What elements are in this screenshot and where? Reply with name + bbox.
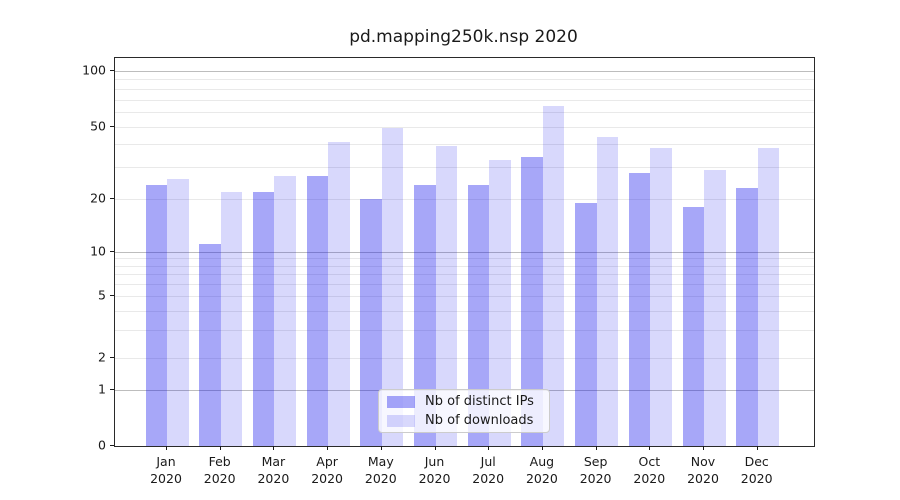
x-tick-mark [166, 446, 167, 450]
bar-distinct-ips-may [360, 199, 382, 446]
x-tick-mark [649, 446, 651, 450]
y-tick-mark [110, 70, 114, 71]
x-tick-label: May 2020 [364, 454, 397, 486]
bar-downloads-apr [328, 142, 350, 446]
legend: Nb of distinct IPs Nb of downloads [378, 389, 550, 433]
bar-distinct-ips-jul [467, 184, 490, 446]
x-tick-mark [219, 446, 221, 450]
bar-downloads-may [381, 128, 404, 446]
bar-downloads-nov [704, 169, 726, 446]
minor-gridline [115, 296, 814, 297]
x-tick-mark [756, 446, 758, 450]
bar-distinct-ips-aug [521, 157, 543, 446]
minor-gridline [115, 79, 814, 81]
minor-gridline [115, 357, 814, 359]
minor-gridline [115, 311, 814, 313]
x-tick-mark [541, 446, 543, 450]
bar-downloads-jul [489, 159, 511, 446]
x-tick-label: Aug 2020 [525, 454, 558, 486]
y-tick-mark [110, 445, 114, 446]
minor-gridline [115, 284, 814, 286]
minor-gridline [115, 265, 814, 267]
minor-gridline [115, 112, 814, 114]
bar-downloads-dec [757, 148, 780, 446]
x-tick-label: Feb 2020 [203, 454, 236, 486]
x-tick-label: Jan 2020 [150, 454, 182, 486]
minor-gridline [115, 167, 814, 169]
x-tick-mark [380, 446, 382, 450]
legend-swatch-downloads [387, 414, 415, 427]
x-tick-label: Jul 2020 [472, 454, 505, 486]
y-tick-label: 20 [90, 190, 106, 206]
y-tick-label: 1 [98, 381, 106, 397]
legend-swatch-distinct-ips [387, 395, 415, 408]
y-tick-mark [110, 198, 114, 200]
bar-distinct-ips-mar [252, 191, 275, 446]
bar-distinct-ips-oct [628, 172, 651, 446]
minor-gridline [115, 199, 814, 201]
legend-item-downloads: Nb of downloads [387, 413, 549, 428]
bar-downloads-feb [220, 191, 243, 446]
major-gridline [115, 71, 814, 72]
y-tick-label: 100 [82, 62, 106, 78]
minor-gridline [115, 126, 814, 128]
x-tick-mark [434, 446, 436, 450]
bar-downloads-oct [650, 148, 672, 446]
bar-distinct-ips-feb [199, 244, 221, 446]
y-tick-mark [110, 356, 114, 358]
y-tick-mark [110, 389, 114, 390]
minor-gridline [115, 144, 814, 146]
bar-distinct-ips-apr [306, 175, 329, 446]
y-tick-label: 50 [90, 118, 106, 134]
legend-item-distinct-ips: Nb of distinct IPs [387, 394, 549, 409]
bar-distinct-ips-jun [414, 184, 436, 446]
x-tick-label: Dec 2020 [740, 454, 773, 486]
legend-label-downloads: Nb of downloads [425, 413, 534, 428]
x-tick-mark [327, 446, 329, 450]
bar-distinct-ips-jan [145, 184, 167, 446]
y-tick-label: 2 [98, 349, 106, 365]
bar-distinct-ips-nov [682, 207, 704, 446]
bar-distinct-ips-dec [736, 188, 758, 446]
bar-downloads-sep [596, 136, 619, 446]
minor-gridline [115, 258, 814, 260]
chart-title: pd.mapping250k.nsp 2020 [349, 27, 578, 47]
bar-distinct-ips-sep [575, 203, 597, 446]
x-tick-label: Nov 2020 [687, 454, 719, 486]
x-tick-label: Jun 2020 [418, 454, 451, 486]
x-tick-mark [488, 446, 490, 450]
legend-label-distinct-ips: Nb of distinct IPs [425, 394, 534, 409]
x-tick-mark [703, 446, 704, 450]
y-tick-mark [110, 295, 114, 296]
y-tick-mark [110, 125, 114, 127]
minor-gridline [115, 330, 814, 332]
y-tick-label: 5 [98, 287, 106, 303]
y-tick-mark [110, 250, 114, 252]
bar-downloads-jun [435, 146, 457, 446]
x-tick-label: Mar 2020 [257, 454, 290, 486]
x-tick-label: Oct 2020 [633, 454, 666, 486]
minor-gridline [115, 274, 814, 276]
bar-downloads-jan [167, 178, 189, 446]
x-tick-mark [595, 446, 597, 450]
y-tick-label: 0 [98, 437, 106, 453]
major-gridline [115, 251, 814, 253]
minor-gridline [115, 88, 814, 90]
x-tick-label: Sep 2020 [579, 454, 612, 486]
bar-downloads-mar [274, 175, 296, 446]
minor-gridline [115, 99, 814, 101]
y-tick-label: 10 [90, 243, 106, 259]
plot-area: Nb of distinct IPs Nb of downloads [114, 57, 815, 447]
x-tick-label: Apr 2020 [311, 454, 343, 486]
bar-downloads-aug [542, 105, 565, 446]
x-tick-mark [273, 446, 275, 450]
